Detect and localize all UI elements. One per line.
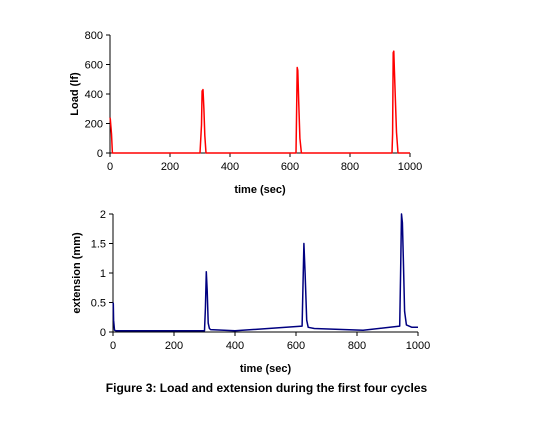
chart1-y-axis-label: Load (lf) (69, 72, 81, 116)
chart2-x-axis-label: time (sec) (240, 363, 292, 375)
chart2-series-line-1 (112, 213, 418, 332)
chart1-series-line-1 (109, 50, 410, 154)
chart1-y-tick-label: 400 (85, 89, 103, 101)
chart1-y-tick-label: 0 (97, 148, 103, 160)
chart1-x-tick-label: 800 (341, 161, 359, 173)
chart1-x-tick-label: 400 (221, 161, 239, 173)
chart2-y-axis-label: extension (mm) (71, 232, 83, 314)
chart2-x-tick-label: 400 (226, 340, 244, 352)
chart2-x-tick-label: 200 (165, 340, 183, 352)
chart1-x-tick-label: 600 (281, 161, 299, 173)
chart1-y-tick-label: 800 (85, 30, 103, 42)
chart2-x-tick-label: 1000 (406, 340, 430, 352)
chart1-y-tick-label: 600 (85, 60, 103, 72)
chart2-y-tick-label: 1.5 (91, 239, 106, 251)
chart1-x-tick-label: 200 (161, 161, 179, 173)
chart2-y-tick-label: 0.5 (91, 298, 106, 310)
chart2-y-tick-label: 2 (100, 209, 106, 221)
chart1-x-tick-label: 0 (107, 161, 113, 173)
chart1-y-tick-label: 200 (85, 119, 103, 131)
chart2-x-tick-label: 600 (287, 340, 305, 352)
chart2-y-tick-label: 1 (100, 268, 106, 280)
chart1-x-tick-label: 1000 (398, 161, 422, 173)
chart2-y-tick-label: 0 (100, 327, 106, 339)
chart1-x-axis-label: time (sec) (234, 184, 286, 196)
chart2-x-tick-label: 0 (110, 340, 116, 352)
figure-caption: Figure 3: Load and extension during the … (105, 381, 428, 395)
chart2-x-tick-label: 800 (348, 340, 366, 352)
